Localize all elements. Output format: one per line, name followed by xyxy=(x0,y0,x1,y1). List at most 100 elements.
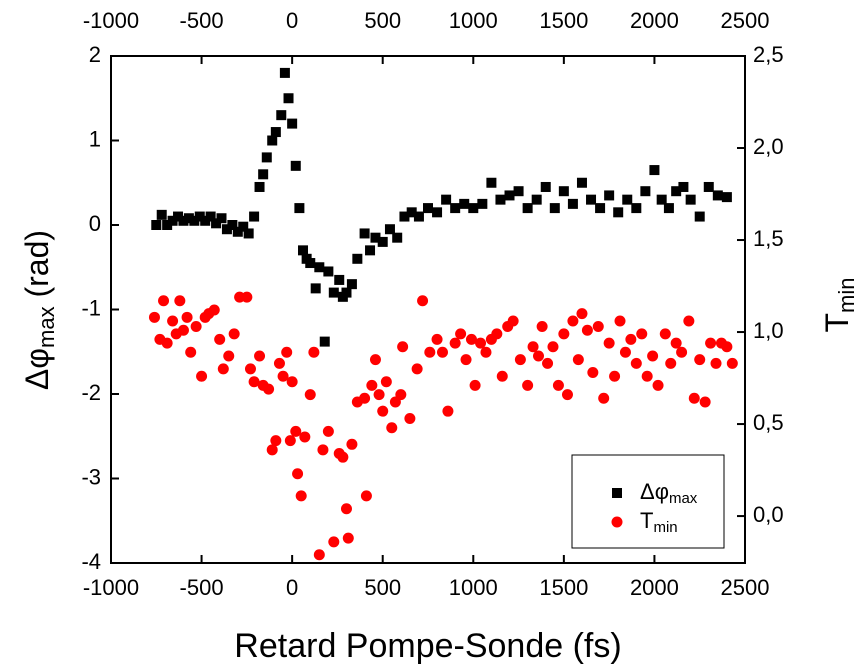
data-point xyxy=(200,215,211,226)
data-point xyxy=(567,315,579,327)
data-point xyxy=(522,379,534,391)
data-point xyxy=(612,488,622,498)
data-point xyxy=(705,337,717,349)
data-point xyxy=(417,295,429,307)
data-point xyxy=(531,194,542,205)
data-point xyxy=(532,350,544,362)
data-point xyxy=(373,389,385,401)
data-point xyxy=(694,354,706,366)
data-point xyxy=(413,211,424,222)
legend-label: Δφmax xyxy=(640,479,698,507)
data-point xyxy=(595,203,606,214)
data-point xyxy=(469,379,481,391)
data-point xyxy=(636,328,648,340)
legend-box xyxy=(571,454,725,549)
data-point xyxy=(161,337,173,349)
data-point xyxy=(284,435,296,447)
data-point xyxy=(167,315,179,327)
data-point xyxy=(386,422,398,434)
data-point xyxy=(611,516,623,528)
data-point xyxy=(314,262,325,273)
data-point xyxy=(216,213,227,224)
x2-tick-label: 2500 xyxy=(721,8,770,33)
data-point xyxy=(304,389,316,401)
x-tick-label: 1000 xyxy=(449,575,498,600)
data-point xyxy=(294,203,305,214)
data-point xyxy=(663,203,674,214)
x-tick-label: 2500 xyxy=(721,575,770,600)
data-point xyxy=(162,220,173,230)
x-axis-label: Retard Pompe-Sonde (fs) xyxy=(234,627,621,665)
y-label-sub: max xyxy=(34,306,59,348)
data-point xyxy=(156,209,167,220)
data-point xyxy=(341,287,352,298)
x2-tick-label: 1000 xyxy=(449,8,498,33)
data-point xyxy=(380,376,392,388)
data-point xyxy=(449,337,461,349)
data-point xyxy=(513,186,524,197)
x-tick-label: -1000 xyxy=(83,575,139,600)
data-point xyxy=(305,258,316,269)
data-point xyxy=(267,135,278,146)
data-point xyxy=(465,333,477,345)
data-point xyxy=(254,181,265,192)
data-point xyxy=(406,207,417,218)
data-point xyxy=(496,370,508,382)
y2-tick-label: 2,5 xyxy=(753,42,784,67)
data-point xyxy=(310,283,321,294)
data-point xyxy=(342,532,354,544)
data-point xyxy=(514,354,526,366)
legend-name: T xyxy=(640,508,653,533)
x-tick-label: 2000 xyxy=(630,575,679,600)
data-point xyxy=(683,315,695,327)
data-point xyxy=(547,341,559,353)
data-point xyxy=(205,211,216,222)
data-point xyxy=(266,444,278,456)
data-point xyxy=(397,341,409,353)
data-point xyxy=(328,287,339,298)
data-point xyxy=(208,304,220,316)
x2-tick-label: 0 xyxy=(286,8,298,33)
data-point xyxy=(151,220,162,230)
data-point xyxy=(721,341,733,353)
x2-tick-label: 1500 xyxy=(539,8,588,33)
y-tick-label: -3 xyxy=(81,464,101,489)
data-point xyxy=(495,194,506,205)
data-point xyxy=(238,221,249,232)
data-point xyxy=(542,357,554,369)
data-point xyxy=(685,194,696,205)
data-point xyxy=(424,346,436,358)
data-point xyxy=(586,194,597,205)
data-point xyxy=(292,468,304,480)
data-point xyxy=(346,279,357,290)
data-point xyxy=(290,425,302,437)
data-point xyxy=(173,211,184,222)
data-point xyxy=(604,190,615,201)
data-point xyxy=(148,311,160,323)
data-point xyxy=(630,357,642,369)
data-point xyxy=(625,333,637,345)
x-tick-label: 0 xyxy=(286,575,298,600)
data-point xyxy=(703,181,714,192)
data-point xyxy=(299,431,311,443)
data-point xyxy=(254,350,266,362)
data-point xyxy=(189,215,200,226)
data-point xyxy=(270,435,282,447)
data-point xyxy=(359,392,371,404)
legend-sub: min xyxy=(653,519,677,536)
data-point xyxy=(249,211,260,222)
data-point xyxy=(561,389,573,401)
y-axis-label: Δφmax (rad) xyxy=(19,230,58,390)
data-point xyxy=(432,207,443,218)
data-point xyxy=(328,536,340,548)
data-point xyxy=(455,328,467,340)
data-point xyxy=(214,333,226,345)
data-point xyxy=(536,321,548,333)
data-point xyxy=(436,346,448,358)
data-point xyxy=(223,350,235,362)
data-point xyxy=(308,346,320,358)
data-point xyxy=(622,194,633,205)
data-point xyxy=(323,266,334,277)
data-point xyxy=(475,337,487,349)
